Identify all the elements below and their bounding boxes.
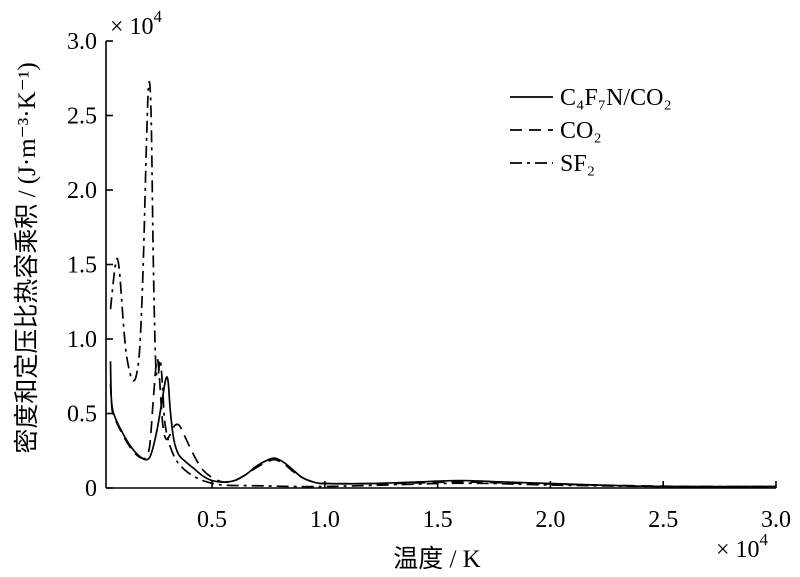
x-tick-label: 1.0 xyxy=(310,507,340,533)
y-tick-label: 3.0 xyxy=(67,29,97,55)
x-tick-label: 0.5 xyxy=(197,507,227,533)
x-tick-label: 3.0 xyxy=(761,507,791,533)
y-tick-label: 0.5 xyxy=(67,402,97,428)
y-tick-label: 0 xyxy=(85,476,97,502)
y-multiplier-base: × 10 xyxy=(110,14,154,40)
legend-label-co2: CO₂ xyxy=(560,118,602,144)
series-line-co2 xyxy=(109,357,777,489)
plot-area xyxy=(109,80,777,489)
x-multiplier-exponent: 4 xyxy=(760,530,769,549)
x-axis-title: 温度 / K xyxy=(393,545,481,573)
y-axis-title: 密度和定压比热容乘积 / (J·m⁻³·K⁻¹) xyxy=(13,62,41,453)
y-axis-ticks: 0 0.5 1.0 1.5 2.0 2.5 3.0 xyxy=(67,29,113,502)
legend-entry-c4f7n-co2: C₄F₇N/CO₂ xyxy=(510,85,672,111)
y-tick-label: 1.5 xyxy=(67,253,97,279)
y-axis-multiplier: × 104 xyxy=(110,7,163,40)
x-axis-multiplier: × 104 xyxy=(716,530,769,563)
series-line-sf2 xyxy=(109,80,777,488)
x-axis-ticks: 0.5 1.0 1.5 2.0 2.5 3.0 xyxy=(197,481,791,533)
legend-entry-co2: CO₂ xyxy=(510,118,602,144)
legend-label-sf2: SF₂ xyxy=(560,151,595,177)
y-tick-label: 2.0 xyxy=(67,178,97,204)
x-multiplier-base: × 10 xyxy=(716,537,760,563)
x-tick-label: 2.5 xyxy=(648,507,678,533)
x-tick-label: 1.5 xyxy=(423,507,453,533)
legend: C₄F₇N/CO₂ CO₂ SF₂ xyxy=(510,85,672,177)
series-line-c4f7n-co2 xyxy=(109,361,777,488)
x-tick-label: 2.0 xyxy=(535,507,565,533)
y-tick-label: 1.0 xyxy=(67,327,97,353)
y-multiplier-exponent: 4 xyxy=(154,7,163,26)
legend-entry-sf2: SF₂ xyxy=(510,151,595,177)
y-tick-label: 2.5 xyxy=(67,104,97,130)
legend-label-c4f7n-co2: C₄F₇N/CO₂ xyxy=(560,85,672,111)
